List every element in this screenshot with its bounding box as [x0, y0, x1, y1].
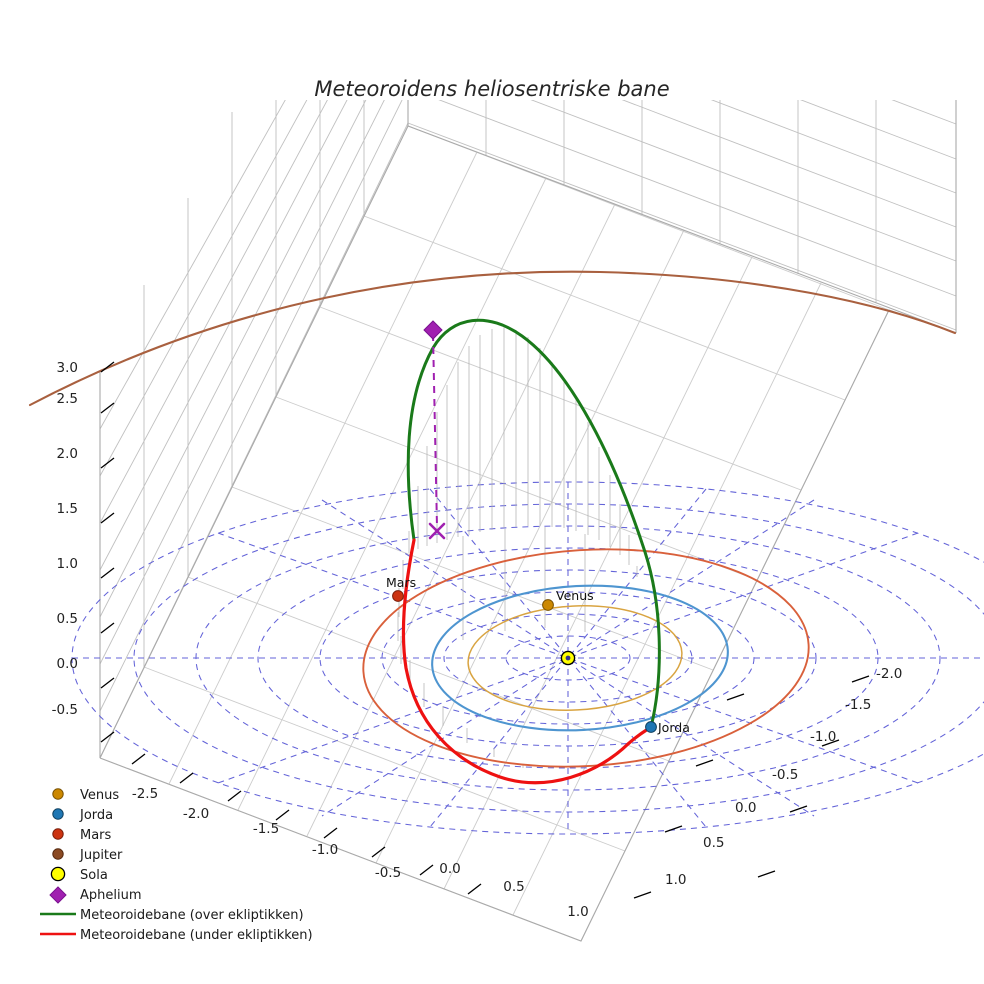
x-tick-3: -1.0: [312, 842, 338, 858]
y-tick-6: 1.0: [665, 872, 686, 888]
aphelium-diamond-icon: [49, 886, 67, 904]
y-tick-2: -1.0: [810, 729, 836, 745]
legend-item-sola[interactable]: Sola: [50, 866, 108, 883]
legend-label-jupiter: Jupiter: [79, 848, 123, 863]
y-tick-3: -0.5: [772, 767, 798, 783]
marker-venus: [542, 599, 554, 611]
mars-marker-icon: [52, 828, 64, 840]
marker-venus-group: Venus: [542, 588, 594, 611]
page-title: Meteoroidens heliosentriske bane: [314, 77, 669, 101]
orbit-mars: [362, 548, 810, 768]
z-tick-1: 2.5: [57, 391, 78, 407]
orbit-jupiter: [28, 270, 957, 407]
axis-z: 3.0 2.5 2.0 1.5 1.0 0.5 0.0 -0.5: [52, 360, 115, 743]
meteoroid-orbit-above-ecliptic: [406, 318, 661, 729]
jupiter-marker-icon: [52, 848, 64, 860]
x-tick-1: -2.0: [183, 806, 209, 822]
label-mars: Mars: [386, 575, 416, 590]
axis-x: -2.5 -2.0 -1.5 -1.0 -0.5 0.0 0.5 1.0: [131, 753, 589, 920]
axis-y: -2.0 -1.5 -1.0 -0.5 0.0 0.5 1.0: [633, 666, 902, 899]
jorda-marker-icon: [52, 808, 64, 820]
legend: Venus Jorda Mars Jupiter Sola Aphelium: [40, 788, 313, 943]
pane-floor: [99, 125, 890, 942]
x-tick-2: -1.5: [253, 821, 279, 837]
y-tick-5: 0.5: [703, 835, 724, 851]
orbit-venus: [467, 605, 683, 711]
orbit-stem-lines: [397, 327, 638, 768]
legend-item-aphelium[interactable]: Aphelium: [49, 886, 142, 904]
legend-label-sola: Sola: [80, 868, 108, 883]
x-tick-7: 1.0: [567, 904, 588, 920]
legend-label-venus: Venus: [80, 788, 119, 803]
z-tick-6: 0.0: [57, 656, 78, 672]
x-tick-0: -2.5: [132, 786, 158, 802]
z-tick-4: 1.0: [57, 556, 78, 572]
label-venus: Venus: [556, 588, 594, 603]
z-tick-5: 0.5: [57, 611, 78, 627]
venus-marker-icon: [52, 788, 64, 800]
x-tick-5: 0.0: [439, 861, 460, 877]
pane-right-wall: [407, 100, 957, 333]
z-tick-2: 2.0: [57, 446, 78, 462]
marker-jorda-group: Jorda: [645, 720, 690, 735]
z-tick-3: 1.5: [57, 501, 78, 517]
legend-label-orbit-above: Meteoroidebane (over ekliptikken): [80, 908, 304, 923]
x-tick-4: -0.5: [375, 865, 401, 881]
legend-label-orbit-below: Meteoroidebane (under ekliptikken): [80, 928, 313, 943]
legend-label-aphelium: Aphelium: [80, 888, 142, 903]
legend-item-jupiter[interactable]: Jupiter: [52, 848, 123, 863]
label-jorda: Jorda: [657, 720, 690, 735]
legend-item-orbit-below[interactable]: Meteoroidebane (under ekliptikken): [40, 928, 313, 943]
meteoroid-orbit-below-ecliptic: [401, 538, 653, 785]
legend-item-orbit-above[interactable]: Meteoroidebane (over ekliptikken): [40, 908, 304, 923]
orbit-jorda: [431, 584, 729, 732]
aphelium-marker: [423, 320, 443, 340]
legend-label-jorda: Jorda: [79, 808, 113, 823]
y-tick-4: 0.0: [735, 800, 756, 816]
pane-left-wall: [99, 100, 409, 759]
z-tick-7: -0.5: [52, 702, 78, 718]
y-tick-0: -2.0: [876, 666, 902, 682]
marker-mars: [392, 590, 404, 602]
marker-jorda: [645, 721, 657, 733]
aphelium-projection-marker: [428, 522, 446, 540]
z-tick-0: 3.0: [57, 360, 78, 376]
marker-mars-group: Mars: [386, 575, 416, 602]
legend-item-jorda[interactable]: Jorda: [52, 808, 113, 823]
legend-label-mars: Mars: [80, 828, 112, 843]
x-tick-6: 0.5: [503, 879, 524, 895]
sola-marker-icon: [50, 866, 66, 882]
legend-item-mars[interactable]: Mars: [52, 828, 112, 843]
legend-item-venus[interactable]: Venus: [52, 788, 120, 803]
aphelium-drop-line: [432, 333, 438, 528]
marker-sola: [560, 650, 576, 666]
y-tick-1: -1.5: [845, 697, 871, 713]
